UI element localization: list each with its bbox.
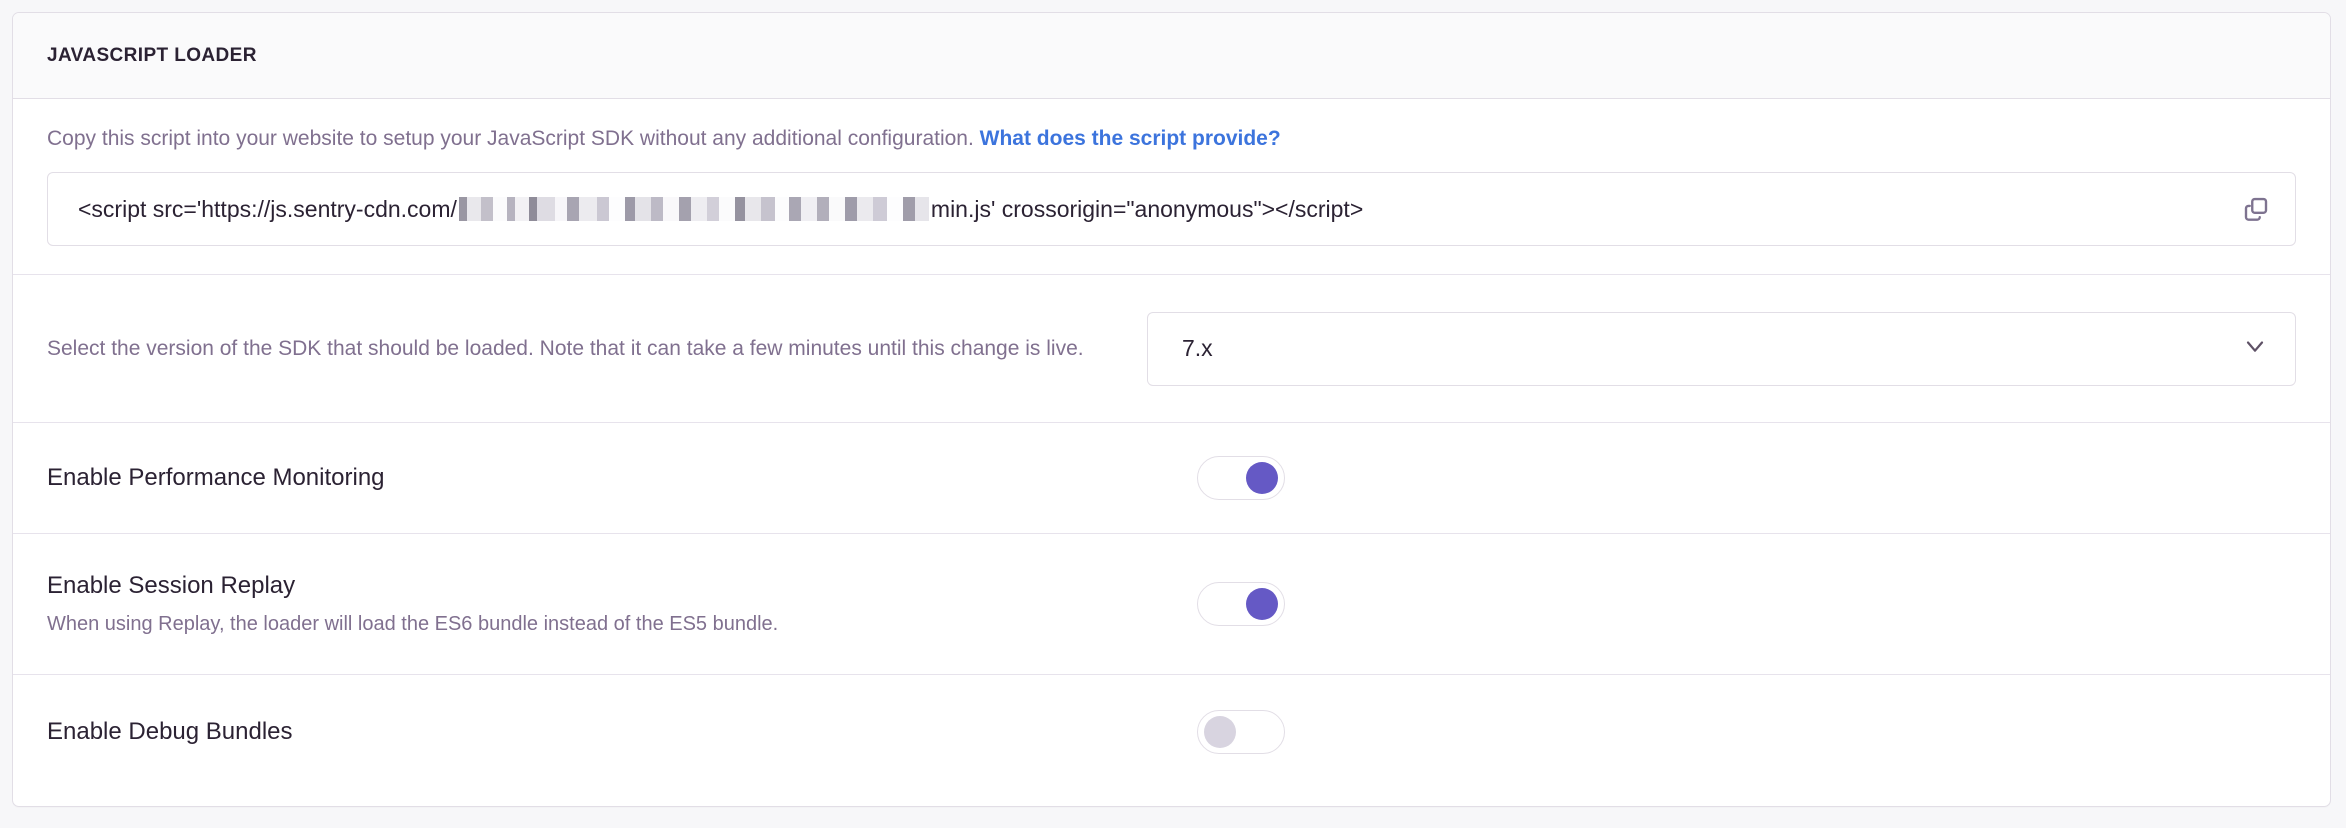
toggle-label-debug-bundles: Enable Debug Bundles: [47, 717, 293, 745]
script-row: Copy this script into your website to se…: [13, 99, 2330, 275]
toggle-session-replay[interactable]: [1197, 582, 1285, 626]
toggle-knob: [1204, 715, 1236, 748]
copy-icon: [2241, 194, 2271, 224]
toggle-slot: [1197, 709, 2296, 754]
redacted-dsn-segment: [458, 197, 929, 221]
toggle-knob: [1246, 588, 1278, 620]
toggle-row-debug-bundles: Enable Debug Bundles: [13, 675, 2330, 788]
sdk-version-select[interactable]: 7.x: [1147, 311, 2296, 386]
toggle-row-performance-monitoring: Enable Performance Monitoring: [13, 423, 2330, 534]
sdk-version-row: Select the version of the SDK that shoul…: [13, 275, 2330, 423]
script-code-text: <script src='https://js.sentry-cdn.com/ …: [78, 197, 1363, 221]
toggle-texts: Enable Performance Monitoring: [47, 462, 1197, 494]
toggle-row-session-replay: Enable Session Replay When using Replay,…: [13, 534, 2330, 675]
what-does-the-script-provide-link[interactable]: What does the script provide?: [979, 127, 1281, 150]
toggle-help-session-replay: When using Replay, the loader will load …: [47, 612, 779, 635]
toggle-texts: Enable Session Replay When using Replay,…: [47, 570, 1197, 639]
chevron-down-icon: [2241, 332, 2269, 365]
sdk-version-description: Select the version of the SDK that shoul…: [47, 337, 1084, 360]
toggle-slot: [1197, 582, 2296, 626]
toggle-knob: [1246, 462, 1278, 494]
panel-title: JAVASCRIPT LOADER: [47, 44, 257, 66]
toggle-label-performance-monitoring: Enable Performance Monitoring: [47, 464, 385, 491]
toggle-debug-bundles[interactable]: [1197, 709, 1285, 754]
toggle-slot: [1197, 456, 2296, 500]
javascript-loader-panel: JAVASCRIPT LOADER Copy this script into …: [12, 12, 2331, 807]
script-description-text: Copy this script into your website to se…: [47, 127, 974, 150]
sdk-version-selected-value: 7.x: [1182, 335, 1213, 361]
panel-header: JAVASCRIPT LOADER: [13, 13, 2330, 99]
script-code-prefix: <script src='https://js.sentry-cdn.com/: [78, 195, 457, 222]
script-input[interactable]: <script src='https://js.sentry-cdn.com/ …: [47, 172, 2296, 246]
copy-button[interactable]: [2235, 188, 2277, 230]
toggle-performance-monitoring[interactable]: [1197, 456, 1285, 500]
script-code-suffix: min.js' crossorigin="anonymous"></script…: [930, 195, 1364, 222]
toggle-texts: Enable Debug Bundles: [47, 716, 1197, 748]
script-description: Copy this script into your website to se…: [47, 125, 2296, 153]
toggle-label-session-replay: Enable Session Replay: [47, 571, 296, 599]
